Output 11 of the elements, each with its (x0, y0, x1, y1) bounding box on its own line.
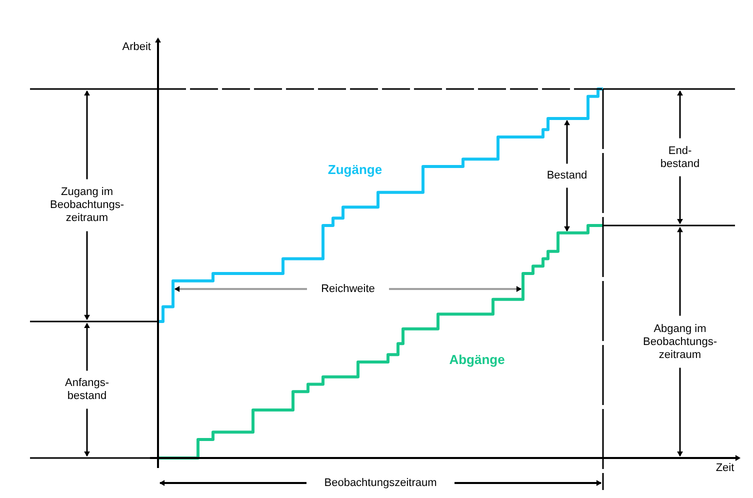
y-axis-title: Arbeit (122, 41, 151, 53)
text: Zugang im Beobachtungs- zeitraum (50, 186, 124, 224)
text: Zeit (716, 462, 734, 474)
annotation: Reichweite (321, 283, 375, 295)
text: Beobachtungszeitraum (324, 477, 437, 489)
text: End- bestand (660, 144, 700, 170)
series-label: Abgänge (449, 352, 505, 367)
annotation: Bestand (546, 170, 588, 182)
text: Anfangs- bestand (64, 377, 110, 402)
series-label: Zugänge (328, 162, 382, 177)
text: Abgang im Beobachtungs- zeitraum (643, 322, 718, 361)
